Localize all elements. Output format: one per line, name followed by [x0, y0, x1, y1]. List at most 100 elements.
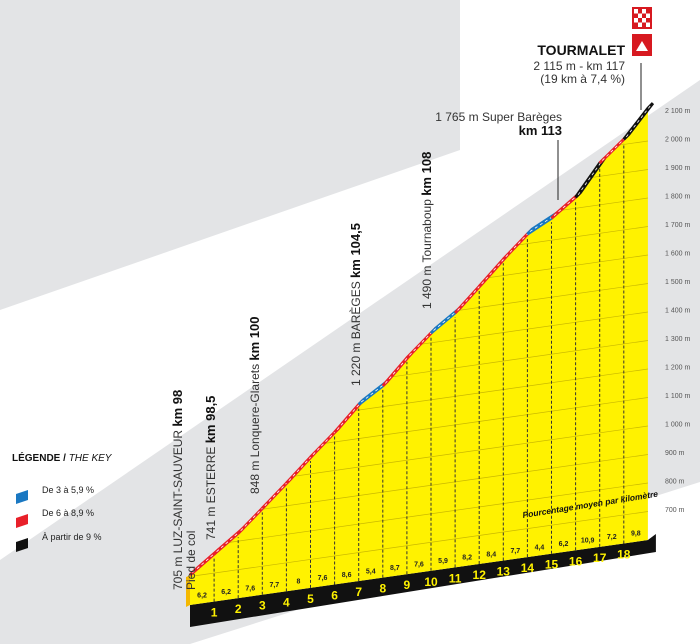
gradient-label: 8,2 [462, 555, 472, 562]
climb-title: TOURMALET [537, 42, 625, 58]
gradient-label: 6,2 [197, 592, 207, 599]
legend-item-blue: De 3 à 5,9 % [42, 485, 94, 495]
legend-swatch-red [16, 514, 28, 528]
gradient-label: 7,7 [510, 548, 520, 555]
profile-marks: 6,2 6,2 7,6 7,7 8 7,6 8,6 5,4 8,7 7,6 5,9 8,2 8,4 7,7… [186, 102, 656, 627]
y-tick-label: 700 m [665, 507, 685, 514]
gridline [190, 481, 648, 549]
checker-square [634, 18, 638, 23]
road-centerline [336, 401, 362, 431]
km-label: 15 [545, 558, 559, 572]
km-label: 16 [569, 554, 583, 568]
road-centerline [216, 530, 241, 552]
km-label: 9 [404, 578, 411, 592]
road-centerline [433, 310, 458, 331]
annotation-lonquere: 848 m Lonquere-Glarets km 100 [247, 317, 262, 495]
gradient-label: 7,2 [607, 534, 617, 541]
checker-square [638, 13, 642, 18]
y-tick-label: 1 200 m [665, 365, 690, 372]
annotation-luz: 705 m LUZ-SAINT-SAUVEUR km 98 [170, 390, 185, 590]
climb-summary: (19 km à 7,4 %) [540, 72, 625, 86]
y-axis: 700 m 800 m 900 m 1 000 m 1 100 m 1 200 m 1 30… [665, 108, 690, 514]
gradient-label: 10,9 [581, 538, 595, 545]
summit-marker [632, 7, 652, 110]
km-label: 1 [211, 606, 218, 620]
km-label: 2 [235, 602, 242, 616]
gradient-label: 7,6 [245, 585, 255, 592]
mountain-icon [632, 34, 652, 56]
road-centerline [481, 256, 507, 285]
y-tick-label: 900 m [665, 450, 685, 457]
km-label: 18 [617, 547, 631, 561]
annotation-bareges: 1 220 m BARÈGES km 104,5 [348, 223, 363, 386]
gradient-label: 6,2 [221, 589, 231, 596]
gradient-label: 5,4 [366, 568, 376, 575]
legend-title: LÉGENDE / THE KEY [12, 451, 113, 464]
km-label: 14 [521, 561, 535, 575]
gradient-label: 6,2 [559, 541, 569, 548]
km-label: 3 [259, 599, 266, 613]
legend-swatch-blue [16, 490, 28, 504]
y-tick-label: 1 300 m [665, 336, 690, 343]
gradient-label: 7,6 [414, 562, 424, 569]
road-centerline [553, 194, 579, 217]
y-tick-label: 1 500 m [665, 279, 690, 286]
profile-side-face [186, 575, 190, 607]
legend-swatch-black [16, 538, 28, 552]
km-label: 13 [497, 565, 511, 579]
annotation-esterre: 741 m ESTERRE km 98,5 [203, 396, 218, 540]
checker-square [642, 18, 646, 23]
gradient-label: 9,8 [631, 531, 641, 538]
legend-item-black: À partir de 9 % [42, 532, 102, 542]
gradient-label: 8,7 [390, 565, 400, 572]
gradient-label: 7,7 [269, 582, 279, 589]
gradient-label: 7,6 [318, 575, 328, 582]
road-centerline [625, 105, 651, 138]
gradient-label: 5,9 [438, 558, 448, 565]
base-strip [190, 534, 656, 627]
road-centerline [360, 383, 386, 403]
gridline [190, 452, 648, 520]
legend-item-red: De 6 à 8,9 % [42, 508, 94, 518]
y-tick-label: 1 100 m [665, 393, 690, 400]
checker-square [646, 13, 650, 18]
y-tick-label: 1 900 m [665, 165, 690, 172]
annotation-pied-de-col: Pied de col [184, 531, 198, 590]
finish-flag-icon [632, 7, 652, 29]
checker-square [634, 9, 638, 14]
background-band-top [0, 0, 460, 310]
km-label: 11 [449, 571, 462, 585]
gradient-label: 8,6 [342, 572, 352, 579]
road-centerline [384, 355, 410, 384]
y-tick-label: 1 400 m [665, 308, 690, 315]
gradient-label: 4,4 [535, 544, 545, 551]
km-label: 6 [331, 588, 338, 602]
km-label: 17 [593, 551, 607, 565]
y-tick-label: 1 600 m [665, 251, 690, 258]
km-label: 7 [355, 585, 362, 599]
annotation-super-bareges-elev: 1 765 m Super Barèges [435, 110, 562, 124]
km-label: 4 [283, 595, 290, 609]
y-tick-label: 2 000 m [665, 137, 690, 144]
km-label: 12 [473, 568, 487, 582]
checker-square [646, 22, 650, 27]
annotation-tournaboup: 1 490 m Tournaboup km 108 [419, 152, 434, 309]
checker-square [642, 9, 646, 14]
road-centerline [192, 551, 217, 573]
road-centerline [529, 215, 555, 232]
gradient-label: 8,4 [486, 551, 496, 558]
km-label: 5 [307, 592, 314, 606]
road-centerline [577, 160, 603, 196]
y-tick-label: 800 m [665, 479, 685, 486]
y-tick-label: 1 700 m [665, 222, 690, 229]
gradient-label: 8 [296, 579, 300, 586]
summit-info: 2 115 m - km 117 [533, 59, 625, 73]
y-tick-label: 1 800 m [665, 194, 690, 201]
km-label: 8 [379, 582, 386, 596]
y-tick-label: 1 000 m [665, 422, 690, 429]
annotation-super-bareges-km: km 113 [519, 123, 562, 138]
km-label: 10 [424, 575, 438, 589]
checker-square [638, 22, 642, 27]
y-tick-label: 2 100 m [665, 108, 690, 115]
